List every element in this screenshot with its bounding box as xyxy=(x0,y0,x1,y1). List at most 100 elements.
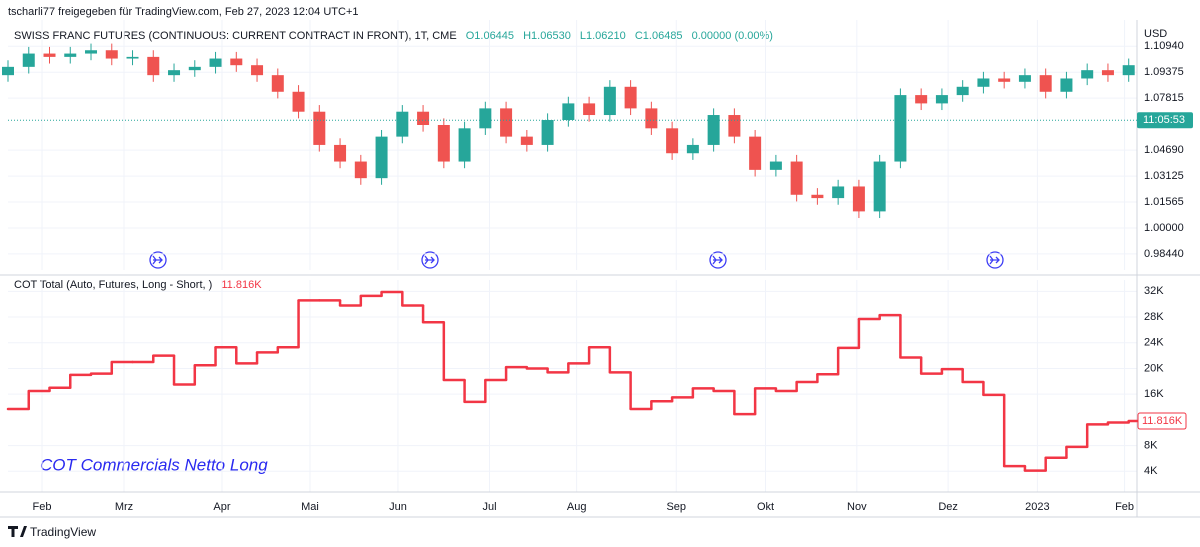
x-tick-label: Mai xyxy=(301,501,319,513)
candle-body xyxy=(105,50,118,59)
y-tick-label: 16K xyxy=(1144,388,1164,400)
y-tick-label: 0.98440 xyxy=(1144,248,1184,260)
x-tick-label: Feb xyxy=(1115,501,1134,513)
y-tick-label: 1.01565 xyxy=(1144,196,1184,208)
y-tick-label: 1.07815 xyxy=(1144,92,1184,104)
x-tick-label: Feb xyxy=(33,501,52,513)
candle-body xyxy=(354,161,367,179)
candle-body xyxy=(520,136,533,145)
brand: TradingView xyxy=(30,525,96,539)
x-tick-label: Sep xyxy=(666,501,686,513)
y-tick-label: 4K xyxy=(1144,465,1158,477)
candle-body xyxy=(1018,75,1031,82)
candle-body xyxy=(645,108,658,129)
candle-body xyxy=(85,50,98,54)
symbol-legend: SWISS FRANC FUTURES (CONTINUOUS: CURRENT… xyxy=(14,30,773,42)
grid xyxy=(8,20,1137,492)
y-tick-label: 1.03125 xyxy=(1144,170,1184,182)
candle-body xyxy=(147,56,160,76)
candle-body xyxy=(790,161,803,195)
x-tick-label: Mrz xyxy=(115,501,133,513)
candle-body xyxy=(852,186,865,212)
y-tick-label: 24K xyxy=(1144,337,1164,349)
event-icon[interactable] xyxy=(421,251,439,269)
candle-body xyxy=(230,58,243,66)
indicator-legend: COT Total (Auto, Futures, Long - Short, … xyxy=(14,279,262,291)
candle-body xyxy=(541,120,554,145)
candle-body xyxy=(500,108,513,137)
candle-body xyxy=(894,95,907,162)
candle-body xyxy=(769,161,782,170)
share-info: tscharli77 freigegeben für TradingView.c… xyxy=(8,6,358,18)
y-tick-label: 32K xyxy=(1144,285,1164,297)
event-icon[interactable] xyxy=(709,251,727,269)
symbol: SWISS FRANC FUTURES (CONTINUOUS: CURRENT… xyxy=(14,30,457,42)
candle-body xyxy=(126,56,139,59)
candle-body xyxy=(956,86,969,96)
candle-body xyxy=(832,186,845,199)
change: 0.00000 (0.00%) xyxy=(692,30,773,42)
candle-body xyxy=(188,66,201,71)
candle-body xyxy=(603,86,616,116)
candle-body xyxy=(479,108,492,129)
candle-body xyxy=(251,65,264,76)
candle-body xyxy=(873,161,886,212)
y-tick-label: 1.10940 xyxy=(1144,40,1184,52)
candle-body xyxy=(1039,75,1052,92)
x-tick-label: Apr xyxy=(213,501,230,513)
value-box xyxy=(1137,412,1187,430)
candle-body xyxy=(64,53,77,57)
currency: USD xyxy=(1144,28,1167,40)
x-tick-label: Jun xyxy=(389,501,407,513)
x-tick-label: Nov xyxy=(847,501,867,513)
candle-body xyxy=(1101,70,1114,76)
ohlc-close: C1.06485 xyxy=(635,30,683,42)
indicator-title: COT Total (Auto, Futures, Long - Short, … xyxy=(14,279,212,291)
last-value: 11.816K xyxy=(1142,415,1183,427)
candle-body xyxy=(666,128,679,154)
candle-body xyxy=(209,58,222,67)
candle-body xyxy=(562,103,575,121)
x-tick-label: Jul xyxy=(482,501,496,513)
event-icon[interactable] xyxy=(986,251,1004,269)
candle-body xyxy=(977,78,990,87)
candle-body xyxy=(22,53,35,67)
candle-body xyxy=(313,111,326,145)
y-tick-label: 1.09375 xyxy=(1144,66,1184,78)
x-tick-label: Okt xyxy=(757,501,774,513)
candle-body xyxy=(1081,70,1094,79)
candle-body xyxy=(1122,65,1135,76)
y-tick-label: 20K xyxy=(1144,362,1164,374)
candle-body xyxy=(728,115,741,137)
y-tick-label: 1.00000 xyxy=(1144,222,1184,234)
candle-body xyxy=(1060,78,1073,92)
candle-body xyxy=(437,124,450,162)
candle-body xyxy=(2,66,14,76)
candle-body xyxy=(998,78,1011,82)
x-tick-label: Dez xyxy=(938,501,958,513)
step-connector xyxy=(27,291,1130,471)
x-tick-label: Aug xyxy=(567,501,587,513)
candle-body xyxy=(271,75,284,92)
candle-body xyxy=(43,53,56,57)
brand-logo xyxy=(8,526,27,537)
candle-body xyxy=(811,194,824,199)
candle-body xyxy=(168,70,181,76)
ohlc-high: H1.06530 xyxy=(523,30,571,42)
price-box xyxy=(1137,112,1193,129)
candle-body xyxy=(334,144,347,162)
candle-body xyxy=(458,128,471,162)
candle-body xyxy=(417,111,430,125)
x-tick-label: 2023 xyxy=(1025,501,1049,513)
events xyxy=(149,251,1004,269)
candle-body xyxy=(583,103,596,116)
event-icon[interactable] xyxy=(149,251,167,269)
annotation: COT Commercials Netto Long xyxy=(40,455,268,474)
y-tick-label: 8K xyxy=(1144,439,1158,451)
candle-body xyxy=(292,91,305,112)
candle-body xyxy=(935,95,948,104)
candle-body xyxy=(749,136,762,170)
